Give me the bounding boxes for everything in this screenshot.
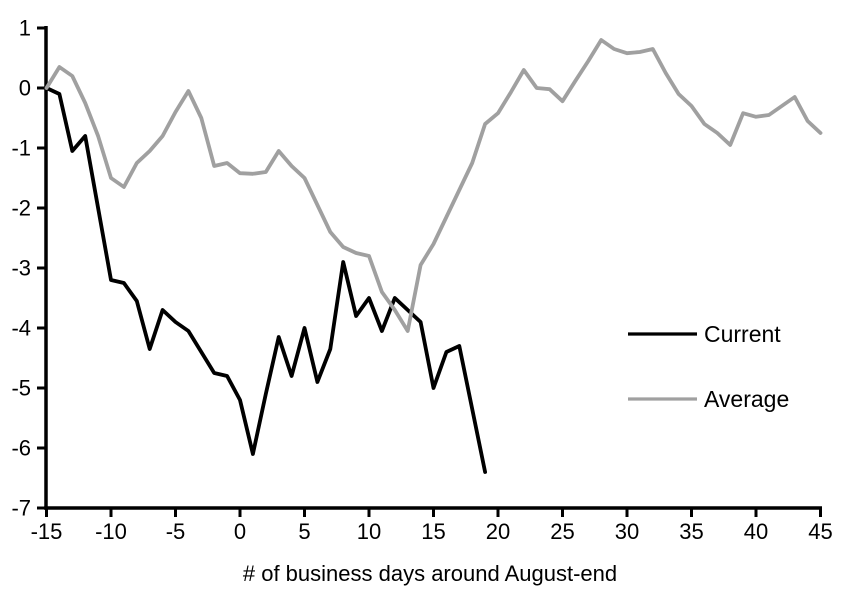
legend-entry-average: Average <box>628 386 789 412</box>
x-tick-label: 35 <box>679 519 703 544</box>
y-tick-label: -7 <box>11 496 31 521</box>
x-tick-label: 20 <box>486 519 510 544</box>
axes <box>37 26 822 517</box>
x-tick-label: 45 <box>808 519 832 544</box>
y-tick-label: -3 <box>11 256 31 281</box>
y-tick-label: -6 <box>11 436 31 461</box>
series-lines <box>44 38 823 474</box>
x-axis-title: # of business days around August-end <box>243 561 617 586</box>
x-tick-label: 15 <box>421 519 445 544</box>
x-tick-label: 40 <box>744 519 768 544</box>
x-tick-label: 5 <box>298 519 310 544</box>
y-tick-label: -4 <box>11 316 31 341</box>
y-tick-label: 0 <box>19 76 31 101</box>
x-tick-label: 0 <box>234 519 246 544</box>
legend-label: Average <box>704 386 789 412</box>
y-tick-label: -5 <box>11 376 31 401</box>
y-tick-label: -1 <box>11 136 31 161</box>
legend: Current Average <box>628 321 789 412</box>
legend-label: Current <box>704 321 781 347</box>
y-tick-label: 1 <box>19 16 31 41</box>
x-tick-label: -5 <box>166 519 186 544</box>
tick-labels: 10-1-2-3-4-5-6-7-15 -10 -5 0 5 10 15 20 25 30 35 40… <box>11 16 832 545</box>
x-tick-label: 10 <box>357 519 381 544</box>
x-tick-label: -15 <box>31 519 63 544</box>
x-tick-label: 25 <box>550 519 574 544</box>
x-tick-label: -10 <box>95 519 127 544</box>
x-tick-label: 30 <box>615 519 639 544</box>
average-line <box>44 38 823 333</box>
legend-entry-current: Current <box>628 321 781 347</box>
y-tick-label: -2 <box>11 196 31 221</box>
